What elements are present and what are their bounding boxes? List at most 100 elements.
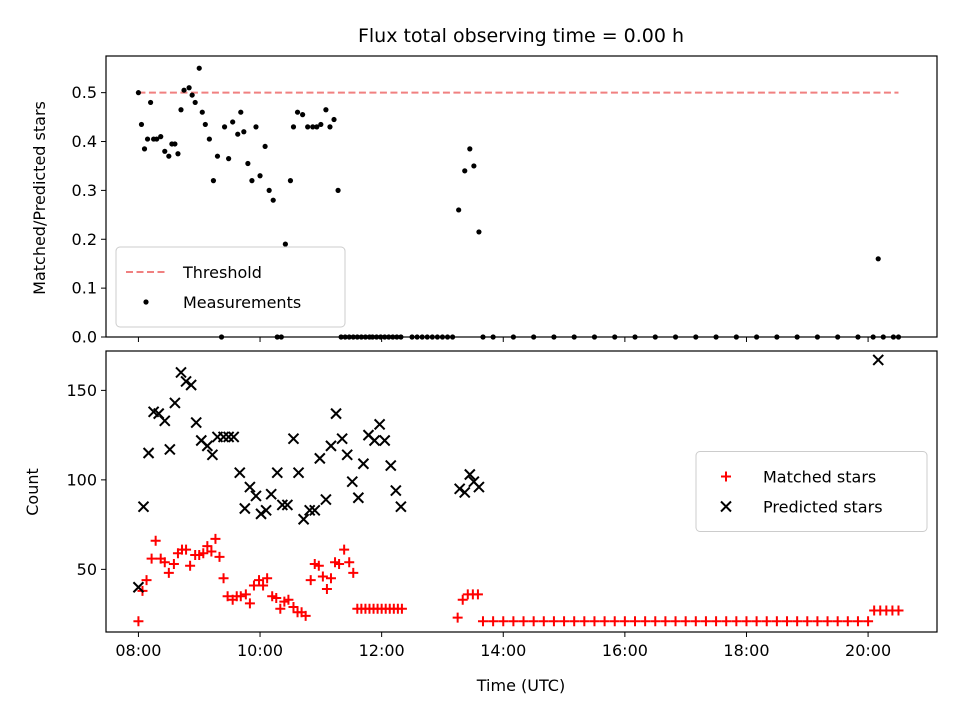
plot-frame [105,55,938,338]
measurement-point [300,112,306,118]
measurement-point [245,160,251,167]
measurement-point [241,129,247,135]
matched-star-marker [159,557,170,568]
measurement-point [462,168,468,174]
measurement-point [181,87,187,93]
matched-star-marker [348,567,359,578]
measurement-point [141,146,148,152]
measurement-point [318,121,324,128]
matched-star-marker [334,558,345,569]
predicted-star-marker [250,490,262,502]
predicted-star-marker [325,440,337,452]
predicted-star-marker [255,508,267,520]
measurement-point [230,119,236,125]
predicted-star-marker [190,416,202,429]
measurement-point [335,187,341,193]
matched-star-marker [146,553,157,564]
matched-star-marker [235,591,246,602]
legend-box [695,451,928,532]
matched-star-marker [842,616,853,627]
matched-star-marker [832,616,843,627]
y-tick-label: 0.4 [72,132,97,151]
matched-star-marker [822,616,833,627]
matched-star-marker [609,616,620,627]
measurement-point [257,173,263,179]
predicted-star-marker [464,468,476,481]
measurement-point [192,99,198,106]
matched-star-marker [579,616,590,627]
y-tick-label: 0.0 [72,328,97,347]
measurement-point [178,107,184,113]
x-tick-label: 16:00 [602,641,648,660]
matched-star-marker [538,616,549,627]
predicted-star-marker [201,440,214,452]
predicted-star-marker [390,484,402,497]
measurement-point [323,107,329,113]
matched-star-marker [700,616,711,627]
predicted-star-marker [309,504,321,517]
matched-star-marker [210,533,221,544]
predicted-star-marker [169,397,181,409]
y-tick-label: 50 [77,560,97,579]
predicted-star-marker [314,452,326,465]
predicted-star-marker [346,475,358,488]
measurement-point [206,136,212,142]
matched-star-marker [477,616,488,627]
legend-label: Predicted stars [763,498,883,517]
legend-box [115,246,346,328]
y-tick-label: 100 [66,470,97,489]
measurement-point [253,124,259,130]
predicted-star-marker [185,379,197,391]
matched-star-marker [163,567,174,578]
measurement-point [210,178,217,184]
matched-star-marker [457,594,468,605]
x-tick-label: 08:00 [115,641,161,660]
predicted-star-marker [352,492,365,504]
predicted-star-marker [265,488,277,500]
measurement-point [287,178,294,184]
legend-measurement-swatch [143,299,149,305]
measurement-point [290,124,297,130]
matched-star-marker [863,616,874,627]
measurement-point [875,256,881,262]
predicted-star-marker [234,466,246,479]
legend-predicted-swatch [720,500,732,513]
measurement-point [262,143,268,150]
y-tick-label: 150 [66,381,97,400]
predicted-star-marker [385,459,397,472]
legend: Matched stars Predicted stars [695,451,928,532]
matched-star-marker [288,601,299,612]
predicted-star-marker [239,502,251,515]
matched-star-marker [141,575,152,586]
matched-star-marker [185,560,196,571]
predicted-star-marker [368,434,381,447]
matched-star-marker [660,616,671,627]
matched-star-marker [240,589,251,600]
matched-star-marker [690,616,701,627]
predicted-star-marker [357,458,370,470]
predicted-star-marker [271,466,283,479]
matched-star-marker [396,603,407,614]
matched-star-marker [711,616,722,627]
predicted-star-marker [341,449,353,461]
predicted-star-marker [260,504,272,517]
y-tick-label: 0.5 [72,83,97,102]
x-tick-label: 10:00 [237,641,283,660]
measurement-point [147,99,154,106]
predicted-star-marker [206,449,219,461]
measurement-point [266,187,272,193]
measurement-point [282,241,288,247]
matched-star-marker [852,616,863,627]
matched-star-marker [150,535,161,546]
measurement-point [186,85,192,91]
measurement-point [238,109,244,115]
matched-star-marker [630,616,641,627]
matched-star-marker [751,616,762,627]
measurement-point [221,124,228,130]
matched-star-marker [321,584,332,595]
predicted-star-marker [164,443,176,456]
measurement-point [175,151,181,157]
x-tick-label: 14:00 [480,641,526,660]
